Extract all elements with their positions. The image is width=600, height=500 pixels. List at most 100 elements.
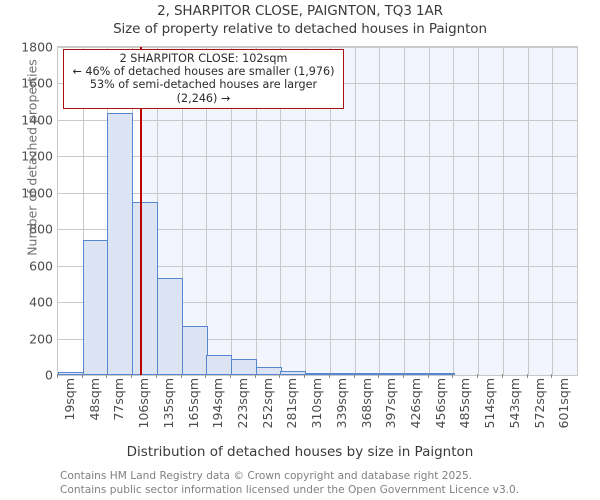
x-axis-tick-label: 514sqm	[482, 378, 497, 429]
page-title: 2, SHARPITOR CLOSE, PAIGNTON, TQ3 1AR	[157, 3, 443, 19]
x-axis-tick-mark	[57, 374, 58, 378]
gridline-horizontal	[58, 193, 577, 194]
annotation-line-1: 2 SHARPITOR CLOSE: 102sqm	[119, 52, 288, 65]
x-axis-tick-label: 543sqm	[507, 378, 522, 429]
gridline-vertical	[206, 47, 207, 375]
y-axis-tick-label: 1000	[21, 185, 53, 201]
x-axis-tick-mark	[354, 374, 355, 378]
histogram-bar	[231, 358, 257, 375]
marker-annotation-box: 2 SHARPITOR CLOSE: 102sqm ← 46% of detac…	[63, 49, 344, 109]
histogram-bar	[330, 373, 356, 375]
gridline-vertical	[231, 47, 232, 375]
x-axis-tick-label: 252sqm	[260, 378, 275, 429]
gridline-horizontal	[58, 266, 577, 267]
y-axis-tick-label: 0	[45, 367, 53, 383]
y-axis-tick-label: 800	[29, 221, 53, 237]
x-axis-tick-label: 106sqm	[136, 378, 151, 429]
x-axis-tick-mark	[329, 374, 330, 378]
x-axis-tick-mark	[527, 374, 528, 378]
x-axis-tick-label: 456sqm	[433, 378, 448, 429]
gridline-vertical	[453, 47, 454, 375]
x-axis-tick-label: 601sqm	[556, 378, 571, 429]
x-axis-tick-label: 194sqm	[210, 378, 225, 429]
gridline-vertical	[552, 47, 553, 375]
histogram-bar	[305, 372, 331, 375]
x-axis-tick-mark	[378, 374, 379, 378]
x-axis-tick-label: 339sqm	[334, 378, 349, 429]
histogram-bar	[206, 354, 232, 375]
histogram-bar	[280, 371, 306, 375]
gridline-vertical	[256, 47, 257, 375]
histogram-bar	[379, 373, 405, 375]
y-axis-label: Number of detached properties	[24, 59, 40, 256]
x-axis-tick-mark	[131, 374, 132, 378]
gridline-vertical	[280, 47, 281, 375]
footer-line-2: Contains public sector information licen…	[60, 483, 520, 496]
histogram-bar	[429, 373, 455, 375]
gridline-horizontal	[58, 47, 577, 48]
gridline-horizontal	[58, 120, 577, 121]
x-axis-tick-mark	[551, 374, 552, 378]
gridline-vertical	[478, 47, 479, 375]
histogram-bar	[157, 277, 183, 375]
x-axis-tick-label: 572sqm	[532, 378, 547, 429]
y-axis-tick-label: 200	[29, 331, 53, 347]
x-axis-tick-mark	[205, 374, 206, 378]
y-axis-tick-label: 400	[29, 294, 53, 310]
gridline-vertical	[503, 47, 504, 375]
x-axis-tick-mark	[106, 374, 107, 378]
x-axis-tick-label: 48sqm	[87, 378, 102, 421]
x-axis-tick-label: 426sqm	[408, 378, 423, 429]
footer-line-1: Contains HM Land Registry data © Crown c…	[60, 470, 473, 482]
attribution-footer: Contains HM Land Registry data © Crown c…	[60, 470, 580, 497]
histogram-bar	[107, 112, 133, 375]
x-axis-tick-label: 368sqm	[359, 378, 374, 429]
annotation-line-2: ← 46% of detached houses are smaller (1,…	[72, 65, 335, 79]
x-axis-tick-mark	[156, 374, 157, 378]
x-axis-tick-mark	[502, 374, 503, 378]
x-axis-tick-mark	[477, 374, 478, 378]
gridline-vertical	[528, 47, 529, 375]
x-axis-tick-mark	[279, 374, 280, 378]
histogram-bar	[132, 201, 158, 375]
x-axis-tick-mark	[230, 374, 231, 378]
y-axis-tick-label: 1200	[21, 148, 53, 164]
x-axis-tick-label: 485sqm	[457, 378, 472, 429]
gridline-vertical	[429, 47, 430, 375]
histogram-bar	[58, 372, 84, 375]
x-axis-tick-label: 281sqm	[284, 378, 299, 429]
gridline-vertical	[330, 47, 331, 375]
gridline-horizontal	[58, 339, 577, 340]
gridline-horizontal	[58, 156, 577, 157]
gridline-horizontal	[58, 302, 577, 303]
gridline-vertical	[305, 47, 306, 375]
property-marker-line	[139, 47, 142, 375]
histogram-bar	[182, 325, 208, 375]
x-axis-tick-label: 165sqm	[186, 378, 201, 429]
x-axis-tick-mark	[428, 374, 429, 378]
x-axis-ticks: 19sqm 48sqm 77sqm 106sqm 135sqm 165sqm 194sqm 2…	[57, 374, 578, 440]
y-axis-tick-label: 1600	[21, 75, 53, 91]
x-axis-tick-mark	[304, 374, 305, 378]
x-axis-tick-mark	[82, 374, 83, 378]
histogram-bar	[404, 373, 430, 375]
x-axis-tick-label: 19sqm	[62, 378, 77, 421]
histogram-bar	[256, 366, 282, 375]
gridline-vertical	[355, 47, 356, 375]
gridline-vertical	[379, 47, 380, 375]
x-axis-tick-label: 77sqm	[111, 378, 126, 421]
x-axis-tick-mark	[255, 374, 256, 378]
chart-subtitle: Size of property relative to detached ho…	[113, 21, 487, 37]
x-axis-tick-label: 310sqm	[309, 378, 324, 429]
y-axis-tick-label: 1800	[21, 39, 53, 55]
y-axis-tick-label: 600	[29, 258, 53, 274]
annotation-line-3: 53% of semi-detached houses are larger (…	[89, 78, 318, 105]
x-axis-tick-label: 135sqm	[161, 378, 176, 429]
x-axis-label: Distribution of detached houses by size …	[126, 444, 474, 460]
y-axis-tick-label: 1400	[21, 112, 53, 128]
x-axis-tick-label: 397sqm	[383, 378, 398, 429]
y-axis-ticks: 0 200 400 600 800 1000 1200 1400 1600 1800	[0, 40, 53, 383]
gridline-horizontal	[58, 229, 577, 230]
x-axis-tick-label: 223sqm	[235, 378, 250, 429]
